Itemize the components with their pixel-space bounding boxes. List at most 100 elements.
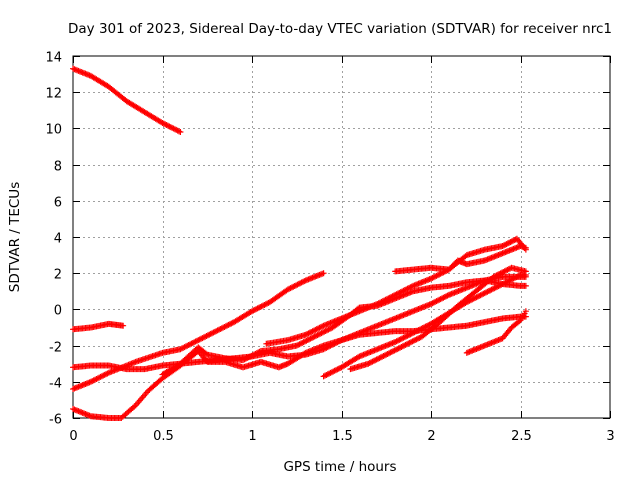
data-point (315, 331, 322, 338)
data-point (504, 240, 511, 247)
data-point (334, 366, 341, 373)
data-point (87, 378, 94, 385)
data-point (315, 325, 322, 332)
data-point (404, 332, 411, 339)
data-point (510, 275, 517, 282)
data-point (481, 290, 488, 297)
data-point (477, 292, 484, 299)
data-point (302, 338, 309, 345)
data-point (323, 344, 330, 351)
data-point (224, 322, 231, 329)
data-point (206, 331, 213, 338)
data-point (399, 288, 406, 295)
data-point (480, 290, 487, 297)
data-point (430, 274, 437, 281)
data-point (335, 338, 342, 345)
data-point (501, 268, 508, 275)
data-point (311, 333, 318, 340)
data-point (334, 339, 341, 346)
data-point (251, 306, 258, 313)
data-point (301, 278, 308, 285)
data-point (436, 296, 443, 303)
data-point (262, 301, 269, 308)
data-point (429, 300, 436, 307)
data-point (189, 339, 196, 346)
data-point (295, 280, 302, 287)
data-point (375, 300, 382, 307)
data-point (503, 267, 510, 274)
data-point (195, 337, 202, 344)
data-point (331, 340, 338, 347)
data-point (407, 284, 414, 291)
data-point (188, 340, 195, 347)
data-point (245, 354, 252, 361)
y-tick-label: 12 (45, 87, 62, 102)
data-point (494, 271, 501, 278)
data-point (248, 352, 255, 359)
data-point (403, 341, 410, 348)
data-point (386, 350, 393, 357)
series-track-c (70, 270, 327, 393)
data-point (177, 346, 184, 353)
data-point (241, 356, 248, 363)
data-point (213, 328, 220, 335)
data-point (320, 373, 327, 380)
data-point (327, 342, 334, 349)
data-point (493, 272, 500, 279)
data-point (386, 294, 393, 301)
data-point (416, 334, 423, 341)
data-point (396, 336, 403, 343)
data-point (429, 274, 436, 281)
data-point (509, 276, 516, 283)
data-point (97, 373, 104, 380)
data-point (399, 343, 406, 350)
data-point (217, 326, 224, 333)
data-point (408, 339, 415, 346)
data-point (295, 341, 302, 348)
data-point (101, 371, 108, 378)
data-point (428, 275, 434, 282)
data-point (379, 298, 386, 305)
data-point (401, 287, 408, 294)
data-point (173, 126, 180, 133)
data-point (374, 355, 381, 362)
data-point (491, 285, 498, 292)
data-point (504, 266, 511, 273)
data-point (411, 329, 418, 336)
data-point (314, 332, 321, 339)
data-point (320, 346, 327, 353)
data-point (405, 340, 412, 347)
data-point (422, 323, 429, 330)
data-point (500, 280, 507, 287)
data-point (310, 327, 317, 334)
data-point (193, 337, 200, 344)
data-point (522, 308, 529, 315)
data-point (326, 325, 333, 332)
data-point (377, 354, 384, 361)
y-tick-labels: -6 -4 -2 0 2 4 6 8 10 12 14 (45, 51, 62, 428)
data-point (303, 337, 310, 344)
data-point (398, 343, 405, 350)
data-point (202, 350, 209, 357)
data-point (490, 273, 497, 280)
data-point (284, 286, 291, 293)
data-point (328, 342, 335, 349)
data-point (178, 345, 185, 352)
data-point (423, 322, 430, 329)
data-point (499, 281, 506, 288)
data-point (413, 336, 420, 343)
data-point (425, 322, 432, 329)
data-point (389, 293, 396, 300)
data-point (394, 290, 401, 297)
data-point (207, 330, 214, 337)
data-point (444, 292, 451, 299)
y-tick-label: 10 (45, 123, 62, 138)
data-point (320, 270, 327, 277)
data-point (297, 340, 304, 347)
data-point (505, 266, 512, 273)
data-point (488, 286, 495, 293)
data-point (421, 324, 428, 331)
data-point (171, 126, 178, 133)
data-point (89, 378, 96, 385)
data-point (256, 348, 263, 355)
